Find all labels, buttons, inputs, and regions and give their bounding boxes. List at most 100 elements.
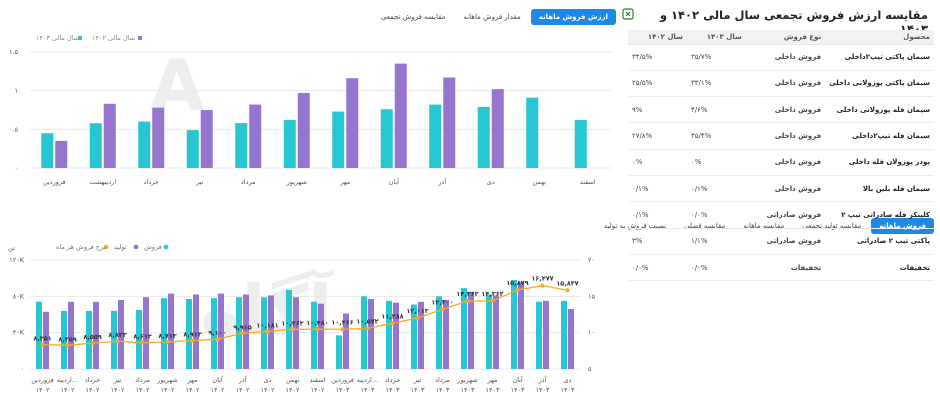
y-left-tick-label: ۰	[21, 365, 25, 373]
legend-swatch-rate	[103, 244, 109, 250]
cell-product: پودر پوزولان فله داخلی	[825, 149, 934, 176]
cell-1402: ۰/۱%	[628, 175, 687, 203]
x-tick-year: ۱۴۰۲	[111, 386, 125, 394]
x-tick-year: ۱۴۰۲	[261, 386, 275, 394]
bar-production	[493, 295, 499, 369]
x-tick-year: ۱۴۰۲	[136, 386, 150, 394]
x-tick-label: دی	[564, 376, 572, 384]
rate-data-label: ۱۵,۸۳۷	[556, 279, 578, 287]
x-tick-label: فروردین	[43, 178, 66, 186]
rate-data-label: ۱۵,۸۷۹	[506, 279, 528, 287]
cell-1403: ۳۵/۷%	[686, 44, 746, 71]
x-tick-label: آذر	[238, 375, 248, 384]
x-tick-year: ۱۴۰۳	[461, 386, 475, 394]
bar-production	[568, 309, 574, 369]
rate-data-label: ۸,۹۱۳	[183, 331, 201, 339]
bar-production	[243, 294, 249, 369]
bar-1402	[346, 78, 359, 168]
rate-point	[215, 337, 220, 342]
bar-1403	[380, 109, 393, 168]
cell-1402: ۰/۱%	[628, 201, 687, 229]
rate-data-label: ۸,۲۵۹	[58, 335, 76, 343]
rate-point	[565, 288, 570, 293]
bar-sales	[511, 279, 517, 369]
bar-1402	[103, 103, 116, 168]
x-tick-label: تیر	[413, 376, 422, 384]
rate-point	[340, 327, 345, 332]
bar-1402	[443, 77, 456, 168]
table-row: سیمان فله بلین بالا فروش داخلی ۰/۱% ۰/۱%	[628, 175, 934, 203]
y-right-tick-label: ۱۵	[588, 292, 595, 300]
legend-label-rate: نرخ فروش هر ماه	[56, 243, 106, 251]
x-tick-year: ۱۴۰۲	[186, 386, 200, 394]
export-excel-icon[interactable]	[622, 8, 634, 28]
x-tick-label: مرداد	[435, 376, 450, 384]
bar-1403	[574, 120, 587, 168]
x-tick-year: ۱۴۰۲	[236, 386, 250, 394]
bar-sales	[236, 297, 242, 369]
bar-sales	[111, 310, 117, 369]
tab-monthly-sales-value[interactable]: ارزش فروش ماهانه	[530, 9, 616, 25]
table-row: سیمان پاکتی تیپ۲داخلی فروش داخلی ۳۵/۷% ۳۴/۵…	[628, 44, 934, 71]
y-left-tick-label: ۸۰K	[13, 292, 25, 300]
bar-1402	[152, 107, 165, 168]
cell-product: کلینکر فله صادراتی تیپ ۲	[825, 201, 934, 229]
x-tick-year: ۱۴۰۳	[486, 386, 500, 394]
rate-point	[40, 342, 45, 347]
y-right-tick-label: ۲۰	[588, 256, 595, 264]
bar-1402	[394, 63, 407, 168]
tab-monthly-sales-quantity[interactable]: مقدار فروش ماهانه	[463, 13, 521, 21]
x-tick-label: بهمن	[532, 178, 546, 186]
rate-point	[465, 298, 470, 303]
bar-production	[318, 303, 324, 369]
bar-production	[393, 302, 399, 369]
cell-product: سیمان پاکتی تیپ۲داخلی	[825, 44, 934, 71]
cumulative-sales-table: محصول نوع فروش سال ۱۴۰۳ سال ۱۴۰۲ سیمان پ…	[628, 30, 934, 282]
bar-production	[518, 281, 524, 369]
cell-1403: ۳۳/۱%	[686, 70, 746, 98]
table-row: پودر پوزولان فله داخلی فروش داخلی ۰% ۰%	[628, 149, 934, 176]
bar-sales	[161, 298, 167, 369]
cell-sale-type: فروش صادراتی	[745, 228, 826, 255]
tab-cumulative-sales-comparison[interactable]: مقایسه فروش تجمعی	[380, 13, 446, 21]
cell-1403: ۰/۱%	[686, 175, 746, 203]
x-tick-year: ۱۴۰۳	[511, 386, 525, 394]
cumulative-sales-table-panel: مقایسه ارزش فروش تجمعی سال مالی ۱۴۰۲ و ۱…	[622, 0, 940, 401]
table-row: پاکتی تیپ ۲ صادراتی فروش صادراتی ۱/۱% ۳%	[628, 228, 934, 255]
rate-point	[265, 329, 270, 334]
table-row: تخفیفات تخفیفات ۰/۰% ۰/۰%	[628, 254, 934, 282]
rate-point	[390, 321, 395, 326]
x-tick-label: مهر	[486, 376, 497, 384]
rate-data-label: ۱۳,۲۰۰	[431, 298, 453, 306]
legend-label-production: تولید	[114, 243, 127, 251]
bar-sales	[261, 297, 267, 369]
rate-data-label: ۸,۳۵۱	[33, 335, 51, 343]
legend-label-sales: فروش	[144, 243, 162, 251]
chart2-svg: آگاهتن۰۴۰K۸۰K۱۲۰K۵۱۰۱۵۲۰فروشتولیدنرخ فرو…	[8, 243, 595, 394]
x-tick-year: ۱۴۰۳	[436, 386, 450, 394]
cell-1402: ۲۷/۸%	[628, 122, 687, 150]
cell-sale-type: فروش داخلی	[745, 175, 826, 203]
bar-1402	[249, 104, 262, 168]
x-tick-year: ۱۴۰۲	[311, 386, 325, 394]
rate-data-label: ۱۰,۴۶۳	[281, 319, 303, 327]
table-row: سیمان فله پوزولانی داخلی فروش داخلی ۴/۶% ۹%	[628, 96, 934, 124]
legend-swatch-1402	[138, 36, 142, 40]
cell-product: سیمان فله تیپ۲داخلی	[825, 122, 934, 150]
bar-production	[268, 295, 274, 369]
bar-production	[168, 293, 174, 369]
bar-production	[93, 301, 99, 369]
bar-production	[443, 299, 449, 369]
y-tick-label: ۰.۵	[9, 125, 19, 133]
x-tick-year: ۱۴۰۲	[36, 386, 50, 394]
bar-1403	[235, 123, 248, 168]
cell-1403: ۰/۰%	[686, 254, 746, 282]
rate-line	[42, 284, 568, 346]
x-tick-label: شهریور	[456, 376, 477, 384]
bar-sales	[436, 296, 442, 369]
bar-production	[68, 301, 74, 369]
x-tick-label: آبان	[512, 375, 524, 384]
bar-sales	[136, 309, 142, 369]
bar-1403	[138, 121, 151, 168]
x-tick-label: تیر	[113, 376, 122, 384]
